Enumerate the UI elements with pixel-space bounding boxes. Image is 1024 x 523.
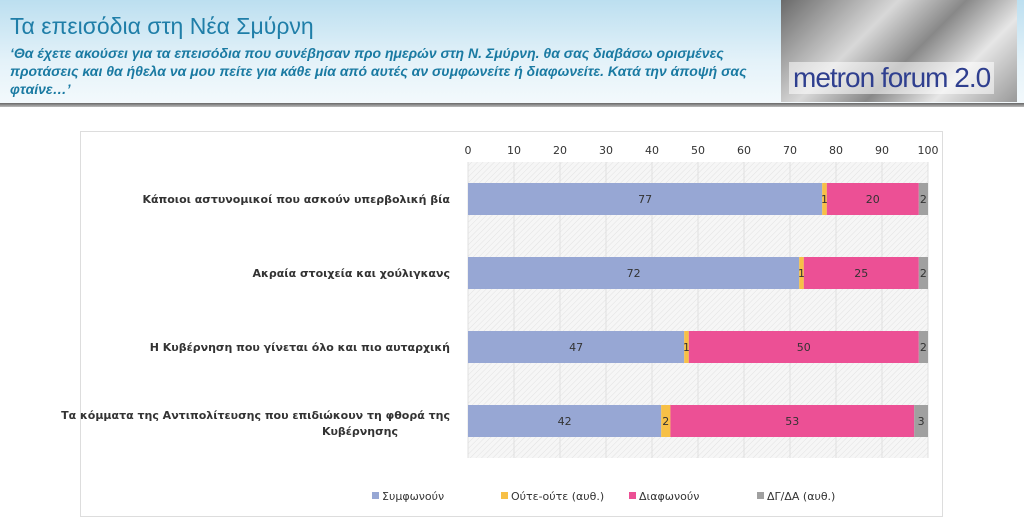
data-label: 72 <box>627 267 641 280</box>
x-tick-label: 50 <box>691 144 705 157</box>
data-label: 3 <box>918 415 925 428</box>
bar-segment <box>688 331 919 363</box>
x-tick-label: 30 <box>599 144 613 157</box>
bar-segment <box>684 331 689 363</box>
header-divider <box>0 103 1024 107</box>
legend-swatch <box>372 492 379 499</box>
data-label: 42 <box>558 415 572 428</box>
bar-segment <box>822 183 827 215</box>
x-tick-label: 60 <box>737 144 751 157</box>
legend-swatch <box>629 492 636 499</box>
bar-segment <box>918 183 928 215</box>
bar-segment <box>799 257 804 289</box>
chart-frame <box>80 131 943 517</box>
x-tick-label: 100 <box>918 144 939 157</box>
data-label: 53 <box>785 415 799 428</box>
bar-segment <box>918 331 928 363</box>
legend-label: Συμφωνούν <box>382 490 444 503</box>
bar-segment <box>914 405 928 437</box>
category-label: Ακραία στοιχεία και χούλιγκανς <box>253 267 450 280</box>
data-label: 50 <box>797 341 811 354</box>
bar-segment <box>468 257 800 289</box>
legend-label: Ούτε-ούτε (αυθ.) <box>511 490 604 503</box>
x-tick-label: 80 <box>829 144 843 157</box>
data-label: 1 <box>821 193 828 206</box>
x-tick-label: 40 <box>645 144 659 157</box>
metron-forum-logo: metron forum 2.0 <box>781 0 1017 102</box>
x-tick-label: 70 <box>783 144 797 157</box>
x-tick-label: 90 <box>875 144 889 157</box>
bar-segment <box>468 183 823 215</box>
x-tick-label: 0 <box>465 144 472 157</box>
logo-text: metron forum 2.0 <box>789 62 995 94</box>
bar-segment <box>468 331 685 363</box>
category-label: Κάποιοι αστυνομικοί που ασκούν υπερβολικ… <box>142 193 450 206</box>
legend-swatch <box>757 492 764 499</box>
legend-label: ΔΓ/ΔΑ (αυθ.) <box>767 490 835 503</box>
bar-segment <box>468 405 662 437</box>
data-label: 47 <box>569 341 583 354</box>
x-tick-label: 20 <box>553 144 567 157</box>
data-label: 77 <box>638 193 652 206</box>
category-label: Τα κόμματα της Αντιπολίτευσης που επιδιώ… <box>61 409 450 438</box>
x-tick-label: 10 <box>507 144 521 157</box>
bar-segment <box>803 257 919 289</box>
data-label: 2 <box>920 267 927 280</box>
data-label: 1 <box>798 267 805 280</box>
bar-segment <box>826 183 919 215</box>
data-label: 25 <box>854 267 868 280</box>
bar-segment <box>918 257 928 289</box>
data-label: 2 <box>920 193 927 206</box>
data-label: 1 <box>683 341 690 354</box>
data-label: 20 <box>866 193 880 206</box>
legend-swatch <box>501 492 508 499</box>
category-label: Η Κυβέρνηση που γίνεται όλο και πιο αυτα… <box>150 341 450 354</box>
page-subtitle: ‘Θα έχετε ακούσει για τα επεισόδια που σ… <box>10 45 747 97</box>
bar-segment <box>670 405 915 437</box>
page-title: Τα επεισόδια στη Νέα Σμύρνη <box>10 13 314 39</box>
data-label: 2 <box>920 341 927 354</box>
data-label: 2 <box>662 415 669 428</box>
legend-label: Διαφωνούν <box>639 490 699 503</box>
bar-segment <box>661 405 671 437</box>
